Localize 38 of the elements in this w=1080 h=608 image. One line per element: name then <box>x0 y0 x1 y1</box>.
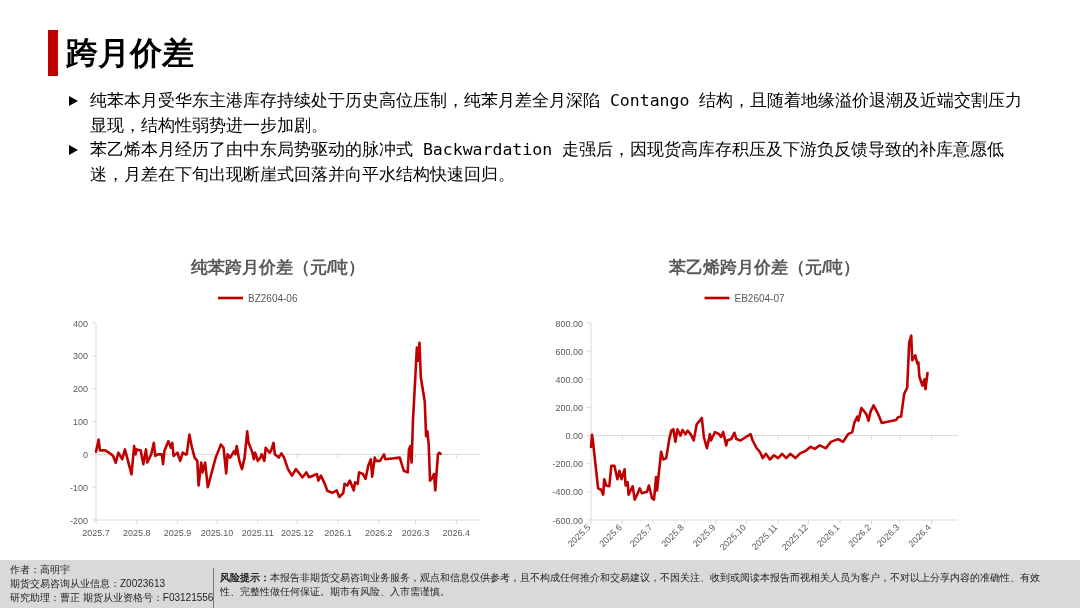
line-series <box>94 341 442 499</box>
chart-title: 纯苯跨月价差（元/吨） <box>189 258 366 277</box>
text: 期货交易咨询从业信息：Z0023613 <box>10 577 166 591</box>
x-tick-label: 2025.10 <box>200 528 234 538</box>
y-tick-label: -100 <box>69 482 88 493</box>
text: 纯苯本月受华东主港库存持续处于历史高位压制，纯苯月差全月深陷 Contango 结构，且随着地缘溢价退潮及近端交割压力显现，结构性弱势进一步加剧。 <box>90 90 1024 137</box>
y-tick-label: 600.00 <box>555 346 583 357</box>
y-tick-label: 800.00 <box>555 318 583 329</box>
y-tick-label: -400.00 <box>552 487 583 498</box>
x-tick-label: 2025.12 <box>280 528 314 538</box>
x-tick-label: 2026.1 <box>324 528 352 538</box>
text: 苯乙烯本月经历了由中东局势驱动的脉冲式 Backwardation 走强后，因现货高库存积压及下游负反馈导致的补库意愿低迷，月差在下旬出现断崖式回落并向平水结构快速回归。 <box>90 139 1005 186</box>
y-tick-label: -600.00 <box>552 515 583 526</box>
x-tick-label: 2025.7 <box>82 528 110 538</box>
x-tick-label: 2026.2 <box>364 528 393 538</box>
x-tick-label: 2026.4 <box>442 528 471 538</box>
legend-label: EB2604-07 <box>734 292 785 304</box>
text: 作者：高明宇 <box>10 563 70 577</box>
line-series <box>589 334 929 501</box>
y-tick-label: -200 <box>69 515 88 526</box>
text: 研究助理：曹正 期货从业资格号：F03121556 <box>10 591 214 605</box>
text: 跨月价差 <box>48 30 194 76</box>
y-tick-label: 300 <box>72 351 88 362</box>
chart-title: 苯乙烯跨月价差（元/吨） <box>667 258 861 277</box>
x-tick-label: 2025.8 <box>123 528 151 538</box>
x-tick-label: 2026.3 <box>401 528 430 538</box>
y-tick-label: 200 <box>72 384 88 395</box>
legend-label: BZ2604-06 <box>248 292 298 304</box>
x-tick-label: 2025.9 <box>163 528 192 538</box>
x-tick-label: 2025.11 <box>241 528 274 538</box>
text: 风险提示：本报告非期货交易咨询业务服务，观点和信息仅供参考，且不构成任何推介和交易建议，不因关注、收到或阅读本报告而视相关人员为客户，不对以上分享内容的准确性、有效性、完整性做任何保证。期市有风险、入市需谨慎。 <box>220 571 1041 599</box>
y-tick-label: 400 <box>72 318 88 329</box>
y-tick-label: 0 <box>82 449 88 460</box>
y-tick-label: 0.00 <box>565 431 583 442</box>
y-tick-label: 100 <box>72 417 88 427</box>
y-tick-label: 400.00 <box>555 374 583 385</box>
y-tick-label: 200.00 <box>555 402 583 413</box>
y-tick-label: -200.00 <box>552 459 583 470</box>
